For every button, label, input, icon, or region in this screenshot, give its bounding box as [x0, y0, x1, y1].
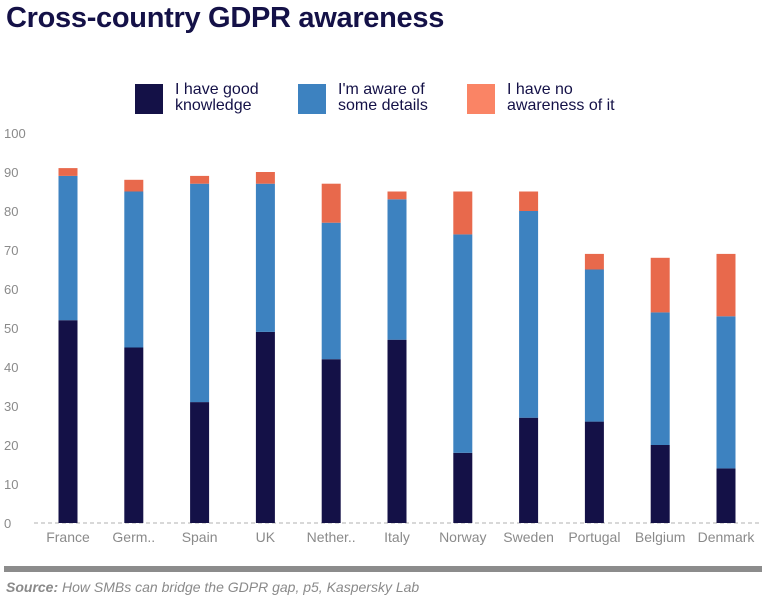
- y-tick-label: 70: [4, 243, 18, 258]
- x-tick-label: Norway: [439, 529, 486, 545]
- bar-segment-some-details: [124, 191, 144, 348]
- bar-segment-good-knowledge: [255, 331, 275, 523]
- legend-label-no-awareness: I have no awareness of it: [507, 81, 615, 114]
- legend-swatch-some-details: [298, 84, 326, 114]
- bar-segment-good-knowledge: [387, 339, 407, 523]
- bar-segment-some-details: [190, 183, 210, 403]
- legend-item-some-details: I'm aware of some details: [298, 82, 468, 114]
- bar-segment-no-awareness: [124, 179, 144, 192]
- bar-segment-some-details: [58, 175, 78, 321]
- bar-segment-some-details: [453, 234, 473, 453]
- legend-item-good-knowledge: I have good knowledge: [135, 82, 305, 114]
- source-label: Source:: [6, 579, 59, 595]
- y-tick-label: 20: [4, 438, 18, 453]
- bar-segment-good-knowledge: [321, 359, 341, 523]
- bar-segment-no-awareness: [716, 253, 736, 317]
- bar-segment-good-knowledge: [584, 421, 604, 523]
- bar-segment-good-knowledge: [650, 445, 670, 523]
- x-tick-label: France: [46, 529, 90, 545]
- bar-segment-good-knowledge: [453, 452, 473, 523]
- x-tick-label: Germ..: [112, 529, 155, 545]
- legend-swatch-no-awareness: [467, 84, 495, 114]
- bar-segment-no-awareness: [321, 183, 341, 223]
- legend-swatch-good-knowledge: [135, 84, 163, 114]
- bar-segment-good-knowledge: [519, 417, 539, 523]
- bar-segment-good-knowledge: [124, 347, 144, 523]
- bar-segment-no-awareness: [255, 172, 275, 184]
- bar-segment-good-knowledge: [716, 468, 736, 523]
- y-tick-label: 100: [4, 126, 26, 141]
- y-tick-label: 40: [4, 360, 18, 375]
- bar-segment-no-awareness: [453, 191, 473, 235]
- stacked-bar-chart: 0 10 20 30 40 50 60 70 80 90 100 France Germ.. Spain U…: [4, 126, 762, 545]
- y-tick-label: 0: [4, 516, 11, 531]
- bar-segment-some-details: [650, 312, 670, 445]
- x-tick-label: Spain: [182, 529, 218, 545]
- bar-segment-some-details: [716, 316, 736, 469]
- y-tick-label: 30: [4, 399, 18, 414]
- bar-segment-some-details: [255, 183, 275, 332]
- bar-segment-no-awareness: [190, 175, 210, 184]
- bar-segment-no-awareness: [650, 257, 670, 313]
- bar-segment-no-awareness: [584, 253, 604, 270]
- chart-title: Cross-country GDPR awareness: [6, 2, 445, 34]
- footer-divider: [4, 566, 762, 572]
- bar-segment-no-awareness: [519, 191, 539, 211]
- bar-segment-some-details: [519, 211, 539, 418]
- y-tick-label: 80: [4, 204, 18, 219]
- bar-segment-some-details: [387, 199, 407, 340]
- y-tick-label: 50: [4, 321, 18, 336]
- y-tick-label: 10: [4, 477, 18, 492]
- bar-segment-some-details: [321, 222, 341, 360]
- x-tick-label: Nether..: [307, 529, 356, 545]
- x-tick-label: Sweden: [503, 529, 554, 545]
- legend-label-good-knowledge: I have good knowledge: [175, 81, 259, 114]
- source-text: How SMBs can bridge the GDPR gap, p5, Ka…: [62, 579, 420, 595]
- y-tick-label: 90: [4, 165, 18, 180]
- x-tick-label: UK: [256, 529, 276, 545]
- y-tick-label: 60: [4, 282, 18, 297]
- bar-segment-some-details: [584, 269, 604, 422]
- x-tick-label: Italy: [384, 529, 410, 545]
- x-tick-label: Belgium: [635, 529, 686, 545]
- x-tick-label: Denmark: [698, 529, 756, 545]
- legend-label-some-details: I'm aware of some details: [338, 81, 428, 114]
- bar-segment-no-awareness: [387, 191, 407, 200]
- legend-item-no-awareness: I have no awareness of it: [467, 82, 637, 114]
- bar-segment-no-awareness: [58, 168, 78, 176]
- bar-segment-good-knowledge: [58, 320, 78, 523]
- chart-legend: I have good knowledge I'm aware of some …: [0, 82, 762, 122]
- bar-segment-good-knowledge: [190, 402, 210, 523]
- x-tick-label: Portugal: [568, 529, 620, 545]
- source-note: Source: How SMBs can bridge the GDPR gap…: [6, 579, 419, 595]
